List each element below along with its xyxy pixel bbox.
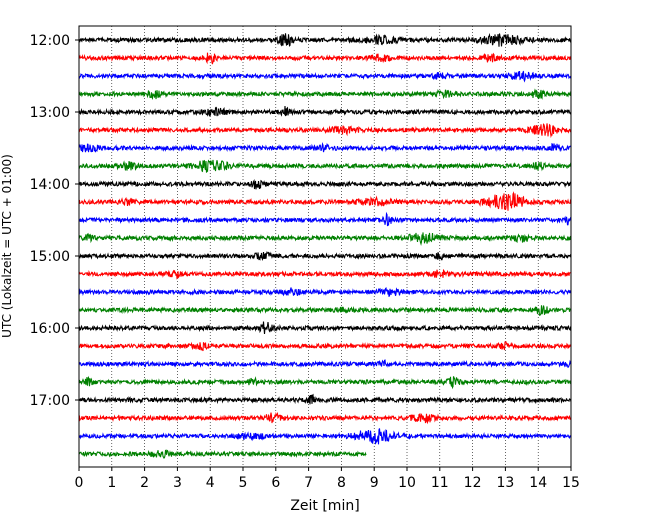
trace-line [78, 321, 572, 334]
trace-line [78, 70, 572, 83]
x-axis-ticks: 0 1 2 3 4 5 6 7 8 9 10 11 12 13 14 15 [75, 467, 580, 491]
y-tick-label: 13:00 [30, 105, 70, 121]
trace-line [78, 211, 572, 227]
x-tick-label: 12 [464, 475, 482, 491]
y-tick-label: 14:00 [30, 177, 70, 193]
trace-line [78, 88, 572, 101]
trace-series [78, 32, 572, 459]
trace-line [78, 341, 572, 352]
y-axis-ticks: 12:00 13:00 14:00 15:00 16:00 17:00 [30, 33, 79, 409]
trace-line [78, 159, 572, 173]
x-tick-label: 11 [431, 475, 449, 491]
x-tick-label: 8 [337, 475, 346, 491]
trace-line [78, 191, 572, 211]
trace-line [78, 428, 572, 445]
x-tick-label: 14 [529, 475, 547, 491]
trace-line [78, 268, 572, 280]
x-tick-label: 1 [107, 475, 116, 491]
trace-line [78, 123, 572, 139]
x-tick-label: 9 [370, 475, 379, 491]
trace-line [78, 52, 572, 65]
trace-line [78, 411, 572, 425]
y-tick-label: 16:00 [30, 321, 70, 337]
trace-line [78, 359, 572, 369]
x-tick-label: 10 [398, 475, 416, 491]
trace-line [78, 232, 572, 247]
trace-line [78, 32, 572, 47]
trace-line [78, 305, 572, 316]
y-tick-label: 12:00 [30, 33, 70, 49]
x-tick-label: 6 [271, 475, 280, 491]
x-tick-label: 15 [562, 475, 580, 491]
trace-line [78, 251, 572, 261]
plot-frame [78, 25, 572, 468]
x-axis-label: Zeit [min] [290, 498, 359, 514]
x-tick-label: 2 [140, 475, 149, 491]
y-tick-label: 15:00 [30, 249, 70, 265]
trace-line [78, 105, 572, 117]
trace-line [78, 375, 572, 390]
trace-line [78, 179, 572, 190]
trace-line [78, 449, 367, 459]
y-tick-label: 17:00 [30, 393, 70, 409]
x-tick-label: 0 [75, 475, 84, 491]
x-tick-label: 13 [496, 475, 514, 491]
x-tick-label: 5 [239, 475, 248, 491]
trace-line [78, 287, 572, 297]
y-axis-label: UTC (Lokalzeit = UTC + 01:00) [0, 154, 14, 338]
plot-background [79, 26, 571, 467]
x-tick-label: 4 [206, 475, 215, 491]
trace-line [78, 393, 572, 405]
x-tick-label: 7 [304, 475, 313, 491]
x-tick-label: 3 [173, 475, 182, 491]
trace-line [78, 141, 572, 153]
